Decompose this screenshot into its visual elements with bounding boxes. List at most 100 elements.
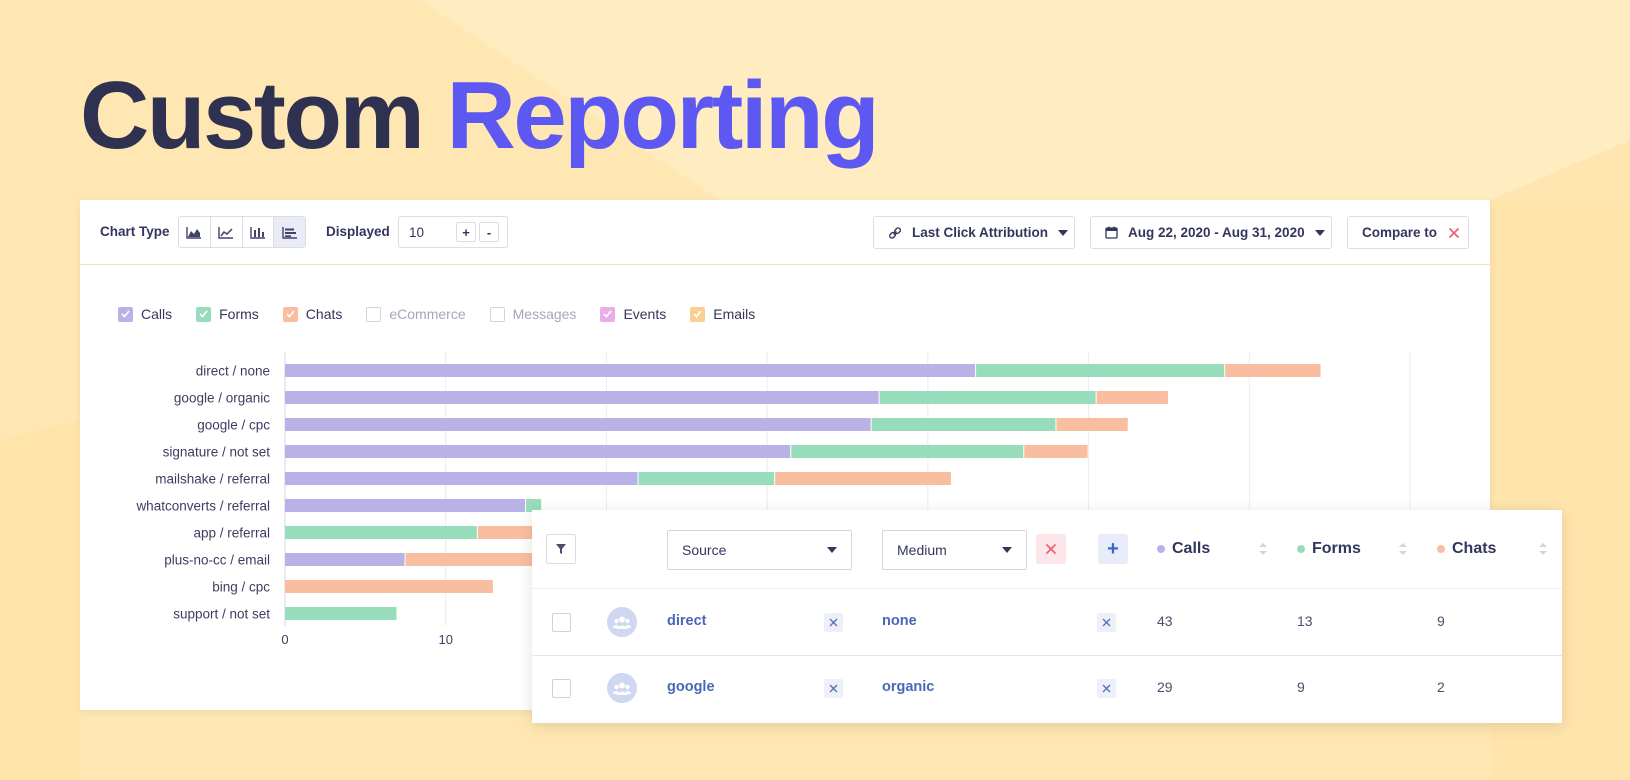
- column-header-chats[interactable]: Chats: [1437, 540, 1496, 558]
- legend-ecommerce[interactable]: eCommerce: [366, 306, 466, 322]
- sort-icon[interactable]: [1398, 541, 1408, 557]
- report-card: Chart Type Displayed 10 + - Last Click A…: [80, 200, 1490, 710]
- close-icon: [829, 618, 838, 627]
- checkbox-ecommerce[interactable]: [366, 306, 382, 322]
- bar-chart-icon: [250, 226, 265, 239]
- chart-type-selector: [178, 216, 306, 248]
- page-title: Custom Reporting: [80, 58, 880, 173]
- add-dimension-button[interactable]: +: [1098, 534, 1128, 564]
- filter-icon: [556, 544, 566, 554]
- medium-select[interactable]: Medium: [882, 530, 1027, 570]
- bar-segment-calls: [285, 364, 976, 377]
- bar-segment-chats: [775, 472, 951, 485]
- bar-segment-forms: [285, 526, 477, 539]
- bar-segment-chats: [1056, 418, 1128, 431]
- date-range-label: Aug 22, 2020 - Aug 31, 2020: [1128, 225, 1305, 240]
- legend-events[interactable]: Events: [600, 306, 666, 322]
- chevron-down-icon: [1058, 229, 1069, 236]
- compare-to-button[interactable]: Compare to: [1347, 216, 1469, 249]
- sort-icon[interactable]: [1538, 541, 1548, 557]
- chats-cell: 2: [1437, 679, 1445, 695]
- area-chart-icon: [186, 226, 202, 239]
- forms-dot: [1297, 545, 1305, 553]
- row-checkbox[interactable]: [552, 679, 571, 698]
- checkbox-forms[interactable]: [196, 306, 212, 322]
- link-icon: [889, 226, 902, 239]
- category-label: google / cpc: [197, 418, 270, 433]
- filter-button[interactable]: [546, 534, 576, 564]
- table-row: direct none 43 13 9: [532, 588, 1562, 656]
- column-header-forms[interactable]: Forms: [1297, 540, 1361, 558]
- bar-segment-chats: [1225, 364, 1321, 377]
- legend-label: Chats: [305, 306, 343, 322]
- displayed-count-input[interactable]: 10 + -: [398, 216, 508, 248]
- legend-forms[interactable]: Forms: [196, 306, 259, 322]
- category-label: mailshake / referral: [155, 472, 270, 487]
- horizontal-bar-chart-button[interactable]: [274, 217, 305, 247]
- source-link[interactable]: direct: [667, 613, 707, 629]
- calls-cell: 29: [1157, 679, 1173, 695]
- bar-segment-forms: [871, 418, 1056, 431]
- legend-label: Messages: [512, 306, 577, 322]
- column-header-calls[interactable]: Calls: [1157, 540, 1210, 558]
- bar-segment-chats: [285, 580, 493, 593]
- increment-button[interactable]: +: [456, 222, 476, 242]
- check-icon: [603, 310, 613, 318]
- check-icon: [199, 310, 208, 318]
- legend-chats[interactable]: Chats: [282, 306, 343, 322]
- bar-segment-chats: [1096, 391, 1168, 404]
- calls-cell: 43: [1157, 613, 1173, 629]
- row-checkbox[interactable]: [552, 613, 571, 632]
- displayed-label: Displayed: [326, 224, 390, 239]
- attribution-dropdown[interactable]: Last Click Attribution: [873, 216, 1075, 249]
- checkbox-calls[interactable]: [118, 306, 133, 322]
- close-icon: [1102, 618, 1111, 627]
- medium-select-label: Medium: [897, 542, 947, 558]
- bar-segment-chats: [1024, 445, 1088, 458]
- date-range-dropdown[interactable]: Aug 22, 2020 - Aug 31, 2020: [1090, 216, 1332, 249]
- medium-link[interactable]: none: [882, 613, 917, 629]
- decrement-button[interactable]: -: [479, 222, 499, 242]
- checkbox-events[interactable]: [600, 306, 616, 322]
- bar-segment-chats: [477, 526, 542, 539]
- medium-link[interactable]: organic: [882, 679, 935, 695]
- legend-emails[interactable]: Emails: [690, 306, 755, 322]
- chevron-down-icon: [827, 547, 837, 553]
- remove-dimension-button[interactable]: [1036, 534, 1066, 564]
- remove-medium-button[interactable]: [1097, 613, 1116, 632]
- bar-segment-chats: [405, 553, 534, 566]
- source-link[interactable]: google: [667, 679, 715, 695]
- close-icon: [1045, 543, 1057, 555]
- table-row: google organic 29 9 2: [532, 655, 1562, 721]
- remove-source-button[interactable]: [824, 679, 843, 698]
- close-icon[interactable]: [1448, 227, 1460, 239]
- compare-label: Compare to: [1362, 225, 1438, 240]
- sort-icon[interactable]: [1258, 541, 1268, 557]
- checkbox-messages[interactable]: [489, 306, 505, 322]
- check-icon: [286, 310, 295, 318]
- column-label: Chats: [1452, 540, 1497, 557]
- line-chart-button[interactable]: [211, 217, 243, 247]
- bar-segment-forms: [285, 607, 397, 620]
- legend-label: Calls: [141, 306, 173, 322]
- category-label: plus-no-cc / email: [164, 553, 270, 568]
- category-label: support / not set: [173, 607, 270, 622]
- remove-medium-button[interactable]: [1097, 679, 1116, 698]
- legend-calls[interactable]: Calls: [118, 306, 172, 322]
- close-icon: [829, 684, 838, 693]
- checkbox-chats[interactable]: [282, 306, 298, 322]
- checkbox-emails[interactable]: [690, 306, 706, 322]
- legend-messages[interactable]: Messages: [489, 306, 577, 322]
- stacked-bar-chart: direct / none google / organic google / cp…: [135, 352, 1411, 647]
- area-chart-button[interactable]: [179, 217, 211, 247]
- chart-type-label: Chart Type: [100, 224, 170, 239]
- bar-chart-button[interactable]: [243, 217, 275, 247]
- remove-source-button[interactable]: [824, 613, 843, 632]
- forms-cell: 9: [1297, 679, 1305, 695]
- report-toolbar: Chart Type Displayed 10 + - Last Click A…: [80, 200, 1490, 265]
- users-icon: [607, 673, 637, 703]
- column-label: Calls: [1172, 540, 1211, 557]
- source-select[interactable]: Source: [667, 530, 852, 570]
- category-label: direct / none: [196, 364, 270, 379]
- bar-segment-calls: [285, 445, 791, 458]
